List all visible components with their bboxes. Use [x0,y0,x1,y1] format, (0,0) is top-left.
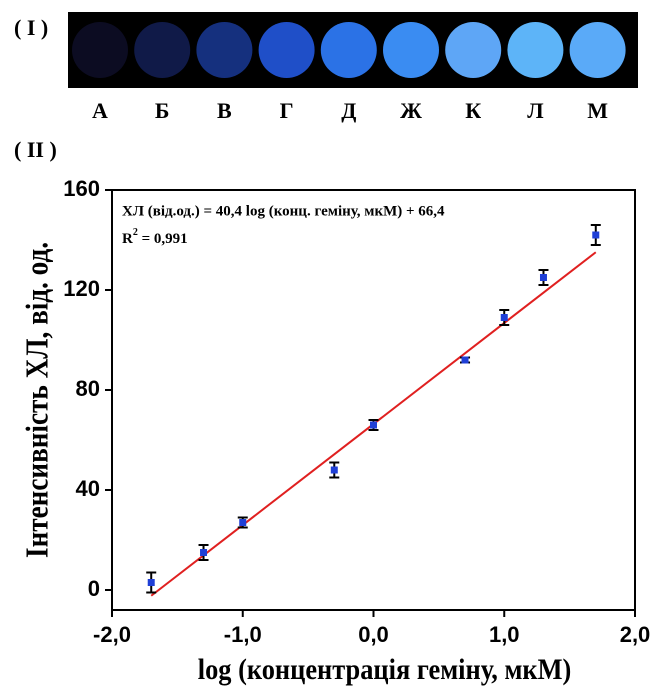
x-tick-label: 1,0 [489,622,520,647]
x-tick-label: -1,0 [224,622,262,647]
r2-base: R [122,231,133,247]
point [592,231,600,239]
well [196,22,253,78]
x-tick-label: 2,0 [620,622,651,647]
point [500,314,508,321]
well-label: Д [341,98,356,123]
point [539,274,547,281]
x-tick-label: 0,0 [358,622,389,647]
y-tick-label: 0 [88,576,100,601]
panel-label: ( II ) [14,137,57,162]
y-axis-label: Інтенсивність ХЛ, від. од. [20,242,54,558]
r2-rest: = 0,991 [138,231,188,247]
well [258,22,315,78]
r2-sup: 2 [133,227,138,238]
y-tick-label: 80 [76,376,100,401]
point [330,466,338,474]
well-label: А [92,98,108,123]
well [507,22,564,78]
well-label: Ж [400,98,422,123]
well-label: Г [280,98,294,123]
y-tick-label: 40 [76,476,100,501]
y-tick-label: 160 [63,176,100,201]
well [72,22,128,78]
well-label: Б [155,98,170,123]
equation: ХЛ (від.од.) = 40,4 log (конц. геміну, м… [122,203,445,219]
well-label: Л [527,98,544,123]
plot-frame [111,189,636,611]
well [383,22,439,78]
well-label: В [217,98,232,123]
well-label: К [465,98,481,123]
well [569,22,626,78]
well [445,22,502,78]
well [320,22,377,78]
well-label: М [587,98,608,123]
x-axis-label: log (концентрація геміну, мкМ) [198,653,572,686]
point [239,519,247,526]
point [147,579,155,586]
y-tick-label: 120 [63,276,100,301]
point [370,421,377,429]
plot: 0 40 80 120 160 -2,0 -1,0 0,0 1,0 2,0 [63,176,650,647]
r-squared: R2 = 0,991 [122,227,188,247]
well [134,22,191,78]
point [461,356,469,364]
panel-label: ( I ) [14,15,48,40]
x-tick-label: -2,0 [93,622,131,647]
point [200,549,208,556]
